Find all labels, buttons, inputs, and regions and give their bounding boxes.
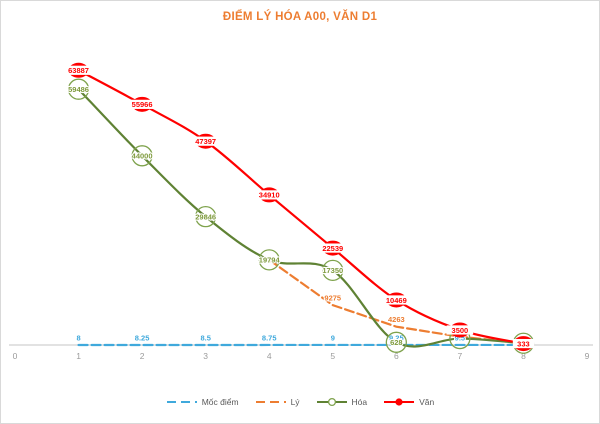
legend-item-văn[interactable]: Văn	[383, 397, 434, 407]
hoa-marker	[67, 78, 90, 100]
data-label: 8.5	[200, 333, 210, 342]
legend-label: Mốc điểm	[201, 397, 239, 407]
hoa-marker	[131, 145, 153, 167]
chart-plot-area[interactable]: 0 1 2 3 4 5 6 7 8 9 8 8.25 8.5 8.75 9 9.25 9.5 9275 4263 19…	[1, 1, 600, 389]
hoa-marker	[385, 331, 407, 353]
x-tick-label: 3	[203, 351, 208, 361]
chart-legend: Mốc điểm Lý Hóa Văn	[1, 391, 599, 413]
data-label: 333	[517, 339, 530, 348]
van-label-badge	[316, 243, 349, 253]
legend-swatch-icon	[316, 397, 347, 407]
data-label: 9.5	[455, 333, 465, 342]
x-tick-label: 7	[458, 351, 463, 361]
hoa-marker	[195, 206, 217, 228]
legend-item-mốc-điểm[interactable]: Mốc điểm	[166, 397, 239, 407]
data-label: 4263	[388, 315, 405, 324]
van-label-badge	[380, 295, 413, 305]
data-label: 9275	[324, 294, 341, 303]
data-label: 8	[76, 333, 80, 342]
legend-label: Lý	[290, 397, 300, 407]
data-label: 17350	[322, 266, 343, 275]
data-label: 55966	[132, 100, 153, 109]
van-label-badge	[446, 325, 474, 335]
data-label: 3500	[452, 326, 469, 335]
data-label: 44000	[132, 151, 153, 160]
data-label: 8.75	[262, 333, 277, 342]
series-line-hóa	[77, 88, 525, 348]
legend-item-hóa[interactable]: Hóa	[316, 397, 368, 407]
legend-item-lý[interactable]: Lý	[255, 397, 300, 407]
van-label-badge	[62, 65, 95, 75]
legend-swatch-icon	[166, 401, 197, 403]
x-tick-label: 4	[267, 351, 272, 361]
van-label-badge	[253, 190, 286, 200]
data-label: 29846	[195, 212, 216, 221]
x-tick-label: 5	[330, 351, 335, 361]
legend-label: Văn	[419, 397, 435, 407]
van-label-badge	[189, 136, 222, 146]
data-label: 9.25	[389, 333, 404, 342]
x-tick-label: 8	[521, 351, 526, 361]
legend-label: Hóa	[351, 397, 368, 407]
legend-swatch-icon	[384, 398, 415, 406]
chart-title[interactable]: ĐIỂM LÝ HÓA A00, VĂN D1	[222, 11, 378, 23]
data-label: 22539	[322, 244, 343, 253]
hoa-marker	[258, 249, 280, 271]
hoa-marker	[322, 259, 344, 282]
van-label-badge	[512, 338, 535, 349]
data-label: 59486	[68, 85, 89, 94]
x-tick-label: 0	[13, 351, 18, 361]
x-tick-label: 2	[140, 351, 145, 361]
x-tick-label: 1	[76, 351, 81, 361]
data-label: 8.25	[135, 333, 150, 342]
data-label: 34910	[259, 191, 280, 200]
legend-swatch-icon	[255, 401, 286, 403]
data-label: 19794	[259, 255, 281, 264]
x-tick-label: 9	[585, 351, 590, 361]
data-label: 10469	[386, 296, 407, 305]
data-label: 63887	[68, 66, 89, 75]
van-label-badge	[126, 99, 159, 109]
data-label: 628	[390, 338, 403, 347]
x-tick-label: 6	[394, 351, 399, 361]
data-label: 9	[331, 333, 335, 342]
data-label: 47397	[195, 137, 216, 146]
